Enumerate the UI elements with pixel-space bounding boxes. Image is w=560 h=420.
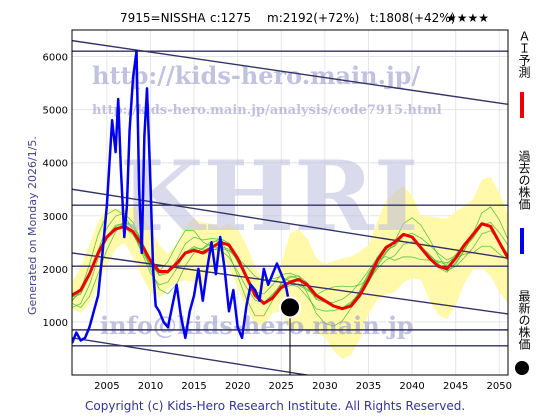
legend-label: 過去の株価 (517, 150, 531, 210)
y-tick-label: 1000 (43, 318, 68, 329)
x-tick-label: 2050 (487, 381, 512, 392)
x-tick-label: 2005 (94, 381, 119, 392)
y-tick-label: 5000 (43, 106, 68, 117)
watermark-url: http://kids-hero.main.jp/ (92, 61, 420, 90)
code-name: 7915=NISSHA (120, 11, 206, 25)
series (72, 49, 508, 344)
y-tick-label: 3000 (43, 212, 68, 223)
x-tick-label: 2035 (356, 381, 381, 392)
max-info: m:2192(+72%) (267, 11, 359, 25)
band-ensemble-line (72, 222, 508, 309)
x-tick-label: 2025 (269, 381, 294, 392)
chart-header: 7915=NISSHA c:1275 m:2192(+72%) t:1808(+… (120, 11, 489, 25)
x-tick-label: 2040 (399, 381, 424, 392)
watermark-analysis-url: http://kids-hero.main.jp/analysis/code79… (92, 103, 442, 118)
ai-prediction-line (72, 222, 508, 311)
legend-label: ＡＩ予測 (517, 30, 531, 79)
past-price-line (72, 49, 292, 344)
x-tick-label: 2010 (138, 381, 163, 392)
target-info: t:1808(+42%) (370, 11, 455, 25)
x-tick-label: 2015 (181, 381, 206, 392)
watermark-email: info@kids-hero.main.jp (100, 311, 414, 340)
legend-dot (515, 361, 529, 375)
x-tick-label: 2030 (312, 381, 337, 392)
watermark: KHRI http://kids-hero.main.jp/ http://ki… (92, 61, 442, 340)
x-tick-label: 2045 (443, 381, 468, 392)
watermark-big: KHRI (120, 140, 419, 253)
y-tick-label: 6000 (43, 53, 68, 64)
y-tick-label: 2000 (43, 265, 68, 276)
y-tick-label: 4000 (43, 159, 68, 170)
copyright-footer: Copyright (c) Kids-Hero Research Institu… (85, 399, 465, 413)
latest-marker (279, 296, 301, 375)
rating-stars: ★★★★ (446, 11, 489, 25)
x-tick-label: 2020 (225, 381, 250, 392)
generated-date-label: Generated on Monday 2026/1/5. (26, 136, 39, 315)
band-fill (72, 176, 508, 359)
legend-label: 最新の株価 (517, 290, 531, 350)
prediction-band (72, 176, 508, 359)
trend-line (72, 188, 508, 259)
latest-price-dot (279, 296, 301, 319)
axes: 2005 2010 2015 2020 2025 2030 2035 2040 2045 2050… (43, 53, 512, 392)
current-price: c:1275 (210, 11, 251, 25)
